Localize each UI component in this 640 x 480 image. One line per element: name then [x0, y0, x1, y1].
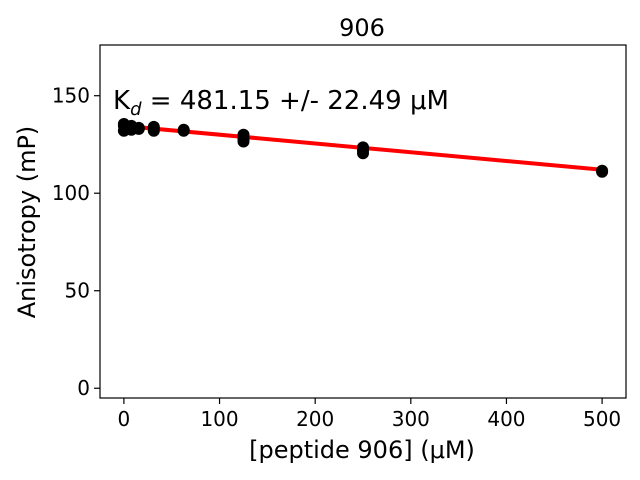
data-point	[237, 128, 250, 141]
data-point	[596, 164, 609, 177]
data-point	[132, 122, 145, 135]
x-tick-label: 200	[296, 407, 334, 431]
x-tick-label: 0	[118, 407, 131, 431]
kd-annotation: Kd = 481.15 +/- 22.49 μM	[113, 86, 449, 120]
x-axis-ticks: 0 100 200 300 400 500	[118, 398, 621, 431]
data-point	[147, 120, 160, 133]
plot-area	[117, 118, 609, 178]
y-axis-label: Anisotropy (mP)	[13, 126, 41, 319]
y-axis-ticks: 0 50 100 150	[52, 84, 100, 400]
data-point	[357, 141, 369, 154]
y-tick-label: 50	[65, 279, 90, 303]
chart-title: 906	[339, 14, 385, 42]
data-point	[177, 123, 190, 136]
y-tick-label: 100	[52, 181, 90, 205]
kd-annotation-text: = 481.15 +/- 22.49 μM	[142, 86, 449, 116]
x-tick-label: 300	[392, 407, 430, 431]
y-tick-label: 150	[52, 84, 90, 108]
kd-annotation-prefix: K	[113, 86, 131, 116]
kd-annotation-subscript: d	[130, 99, 142, 120]
x-tick-label: 100	[200, 407, 238, 431]
y-tick-label: 0	[77, 376, 90, 400]
plot-frame	[99, 44, 627, 399]
x-tick-label: 500	[583, 407, 621, 431]
x-axis-label: [peptide 906] (μM)	[249, 436, 475, 464]
x-tick-label: 400	[487, 407, 525, 431]
